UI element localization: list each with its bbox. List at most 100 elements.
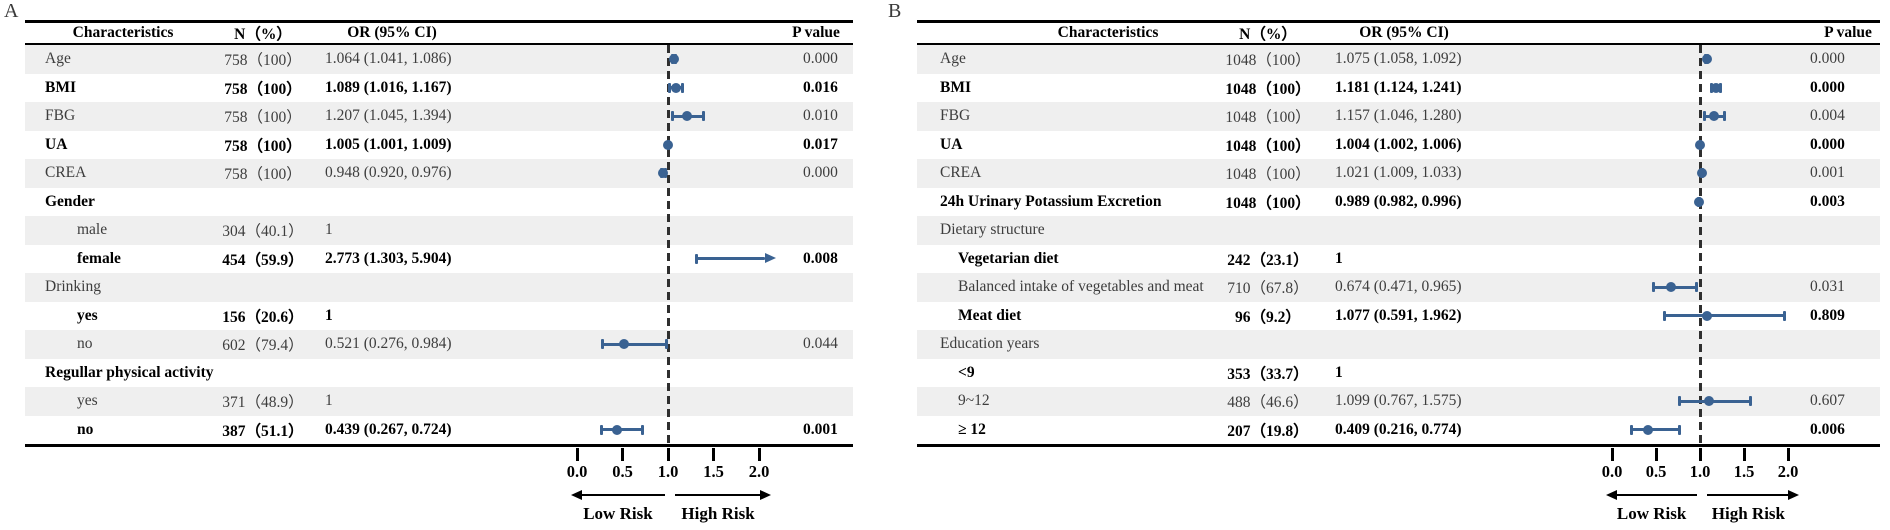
n-value: 1048（100） <box>1225 80 1311 98</box>
n-value: 1048（100） <box>1225 109 1311 127</box>
forest-dot <box>1696 168 1707 179</box>
n-value: 304（40.1） <box>222 223 304 241</box>
or-value: 1.004 (1.002, 1.006) <box>1335 135 1462 153</box>
table-row: Regullar physical activity <box>25 358 853 387</box>
panel-b-label: B <box>888 0 903 22</box>
high-risk-arrow-icon <box>1788 489 1800 500</box>
or-value: 1.021 (1.009, 1.033) <box>1335 164 1462 182</box>
column-header-n-percent: N（%） <box>234 26 292 43</box>
row-label: <9 <box>958 363 975 381</box>
axis-tick <box>757 447 761 461</box>
forest-plot-area <box>917 45 1880 444</box>
row-label: Balanced intake of vegetables and meat <box>958 278 1204 296</box>
axis-tick <box>1698 447 1702 461</box>
table-row: Age 758（100） 1.064 (1.041, 1.086) 0.000 <box>25 45 853 74</box>
axis-tick-label: 0.0 <box>1601 461 1623 481</box>
ci-cap-low <box>1678 396 1682 407</box>
high-risk-arrow-icon <box>759 489 771 500</box>
or-value: 1.089 (1.016, 1.167) <box>325 78 452 96</box>
or-value: 1.207 (1.045, 1.394) <box>325 107 452 125</box>
row-label: Dietary structure <box>940 221 1045 239</box>
forest-dot <box>1695 139 1706 150</box>
forest-dot <box>1708 111 1719 122</box>
ci-cap-high <box>664 339 668 350</box>
forest-dot <box>681 111 692 122</box>
p-value: 0.016 <box>803 78 838 96</box>
n-value: 371（48.9） <box>222 394 304 412</box>
p-value: 0.000 <box>1810 50 1845 68</box>
n-value: 1048（100） <box>1225 166 1311 184</box>
n-value: 710（67.8） <box>1227 280 1309 298</box>
axis-tick <box>621 447 624 461</box>
row-label: UA <box>940 135 963 153</box>
or-value: 0.439 (0.267, 0.724) <box>325 420 452 438</box>
ci-cap-high <box>1748 396 1752 407</box>
p-value: 0.000 <box>803 50 838 68</box>
low-risk-arrow-icon <box>570 489 582 500</box>
row-label: male <box>77 221 108 239</box>
high-risk-arrow-line <box>675 493 762 496</box>
forest-dot <box>663 139 674 150</box>
ci-whisker <box>601 428 643 432</box>
row-label: yes <box>77 392 98 410</box>
p-value: 0.008 <box>803 249 838 267</box>
n-value: 454（59.9） <box>222 251 304 269</box>
or-value: 1.005 (1.001, 1.009) <box>325 135 452 153</box>
n-value: 758（100） <box>224 166 302 184</box>
row-label: Age <box>940 50 966 68</box>
ci-whisker <box>1679 399 1751 403</box>
axis-tick-label: 1.0 <box>657 461 679 481</box>
table-header: Characteristics N（%） OR (95% CI) P value <box>25 20 853 45</box>
or-value: 0.948 (0.920, 0.976) <box>325 164 452 182</box>
axis-tick-label: 1.5 <box>1733 461 1755 481</box>
forest-dot <box>1701 54 1712 65</box>
ci-whisker <box>602 342 667 346</box>
ci-cap-low <box>694 253 698 264</box>
x-axis: 0.0 0.5 1.0 1.5 2.0 Low Risk High Risk <box>917 447 1880 530</box>
row-label: Age <box>45 50 71 68</box>
row-label: no <box>77 420 94 438</box>
forest-dot <box>1710 82 1721 93</box>
or-value: 1 <box>1335 363 1343 381</box>
ci-cap-high <box>640 424 644 435</box>
row-label: UA <box>45 135 68 153</box>
low-risk-arrow-icon <box>1605 489 1617 500</box>
axis-tick-label: 1.0 <box>1689 461 1711 481</box>
axis-tick-label: 0.5 <box>1645 461 1667 481</box>
table-row: female 454（59.9） 2.773 (1.303, 5.904) 0.008 <box>25 244 853 273</box>
or-value: 1.157 (1.046, 1.280) <box>1335 107 1462 125</box>
column-header-p-value: P value <box>1824 24 1872 41</box>
axis-tick <box>575 447 579 461</box>
forest-dot <box>1701 310 1712 321</box>
panel-a-label: A <box>4 0 20 22</box>
or-value: 1 <box>1335 249 1343 267</box>
row-label: 9~12 <box>958 392 990 410</box>
p-value: 0.003 <box>1810 192 1845 210</box>
n-value: 1048（100） <box>1225 52 1311 70</box>
axis-tick <box>1786 447 1790 461</box>
axis-tick <box>666 447 670 461</box>
p-value: 0.004 <box>1810 107 1845 125</box>
n-value: 156（20.6） <box>222 308 304 326</box>
table-row: no 387（51.1） 0.439 (0.267, 0.724) 0.001 <box>25 415 853 444</box>
forest-dot <box>1642 424 1653 435</box>
p-value: 0.000 <box>803 164 838 182</box>
table-row: <9 353（33.7） 1 <box>917 358 1880 387</box>
p-value: 0.044 <box>803 335 838 353</box>
table-row: Drinking <box>25 273 853 302</box>
arrow-right-icon <box>765 253 777 264</box>
axis-tick-label: 0.5 <box>612 461 633 481</box>
high-risk-arrow-line <box>1707 493 1791 496</box>
ci-cap-low <box>1652 282 1656 293</box>
table-row: CREA 758（100） 0.948 (0.920, 0.976) 0.000 <box>25 159 853 188</box>
ci-cap-low <box>1630 424 1633 435</box>
ci-whisker <box>1631 428 1681 432</box>
reference-dashed-line <box>1698 45 1702 444</box>
n-value: 96（9.2） <box>1235 308 1301 326</box>
ci-cap-low <box>1663 310 1666 321</box>
axis-tick <box>712 447 715 461</box>
row-label: female <box>77 249 121 267</box>
table-row: yes 371（48.9） 1 <box>25 387 853 416</box>
table-row: FBG 758（100） 1.207 (1.045, 1.394) 0.010 <box>25 102 853 131</box>
